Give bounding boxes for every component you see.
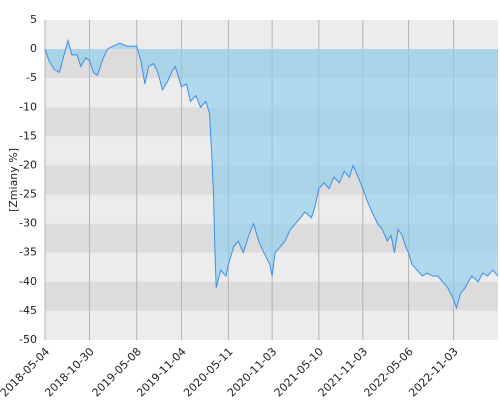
y-tick-label: -5 xyxy=(26,71,37,84)
y-axis-label: [Zmiany %] xyxy=(7,148,20,212)
grid-band xyxy=(45,281,498,311)
y-tick-label: -50 xyxy=(19,333,37,346)
y-tick-label: 0 xyxy=(30,42,37,55)
y-tick-label: 5 xyxy=(30,13,37,26)
y-tick-label: -35 xyxy=(19,246,37,259)
grid-band xyxy=(45,20,498,50)
y-tick-label: -45 xyxy=(19,304,37,317)
y-tick-label: -10 xyxy=(19,100,37,113)
y-tick-label: -40 xyxy=(19,275,37,288)
y-tick-label: -30 xyxy=(19,217,37,230)
line xyxy=(44,38,499,310)
y-tick-label: -20 xyxy=(19,158,37,171)
y-tick-label: -25 xyxy=(19,188,37,201)
y-tick-label: -15 xyxy=(19,129,37,142)
area xyxy=(45,40,498,309)
grid-band xyxy=(45,310,498,340)
